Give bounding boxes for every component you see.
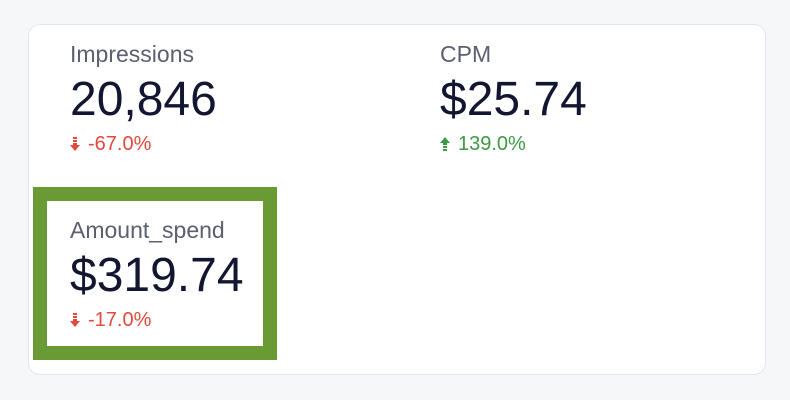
metric-value: 20,846 [70, 73, 217, 126]
arrow-down-icon [70, 137, 80, 151]
metric-delta: 139.0% [440, 134, 587, 154]
metric-amount-spend[interactable]: Amount_spend $319.74 -17.0% [70, 219, 244, 330]
metric-label: CPM [440, 41, 492, 67]
arrow-down-icon [70, 313, 80, 327]
metrics-card: Impressions 20,846 -67.0% CPM $25.74 139… [28, 24, 766, 375]
metric-label: Amount_spend [70, 217, 225, 243]
metric-delta: -17.0% [70, 310, 244, 330]
metric-impressions[interactable]: Impressions 20,846 -67.0% [70, 43, 217, 154]
metric-delta: -67.0% [70, 134, 217, 154]
metric-delta-value: 139.0% [458, 133, 526, 155]
metric-value: $25.74 [440, 73, 587, 126]
metric-value: $319.74 [70, 249, 244, 302]
arrow-up-icon [440, 137, 450, 151]
metric-cpm[interactable]: CPM $25.74 139.0% [440, 43, 587, 154]
metric-label: Impressions [70, 41, 194, 67]
metric-delta-value: -17.0% [88, 309, 152, 331]
metric-delta-value: -67.0% [88, 133, 152, 155]
